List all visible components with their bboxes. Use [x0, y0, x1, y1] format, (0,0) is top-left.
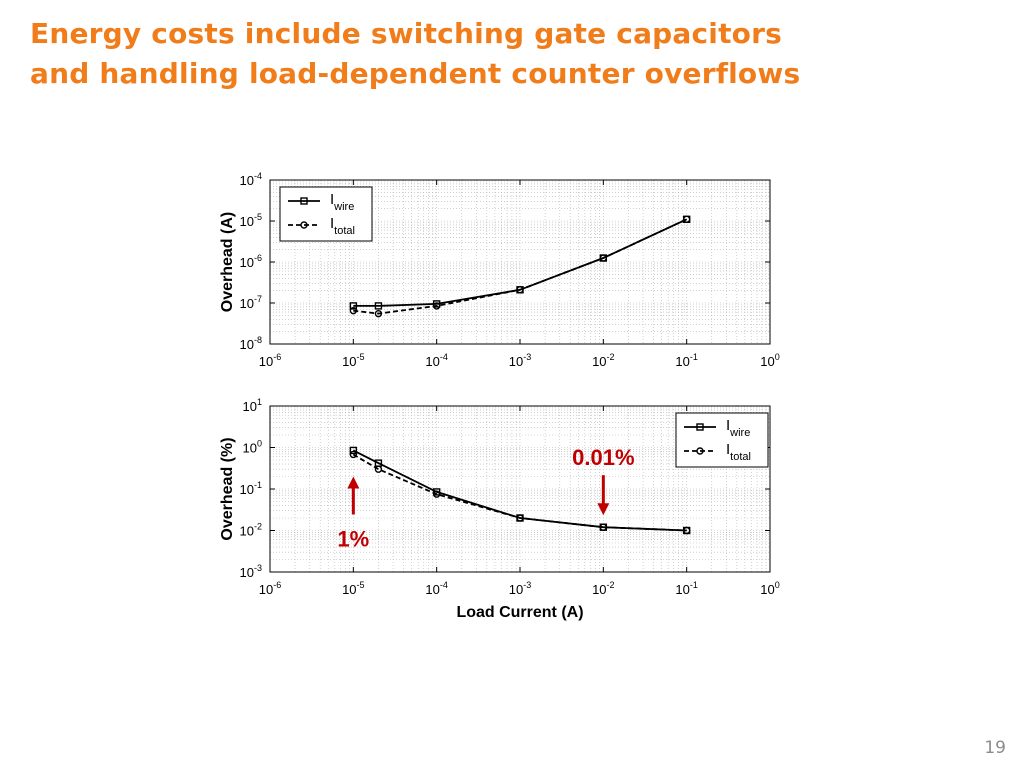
svg-text:10-2: 10-2 [592, 580, 614, 597]
chart-1-point-wire-1 [374, 302, 383, 310]
chart-1-point-total-0 [349, 306, 358, 315]
chart-2-annotation-0: 1% [337, 476, 369, 551]
svg-text:10-1: 10-1 [240, 480, 262, 497]
svg-text:100: 100 [760, 352, 779, 369]
chart-1-point-total-3 [516, 286, 524, 294]
slide-title-line-1: Energy costs include switching gate capa… [30, 17, 782, 50]
chart-2-legend-entry-total: Itotal [726, 441, 751, 463]
chart-2-point-total-2 [432, 490, 441, 498]
chart-2-annotation-label-1: 0.01% [572, 445, 634, 470]
svg-text:10-5: 10-5 [342, 352, 364, 369]
chart-2-point-total-0 [349, 450, 358, 459]
chart-2-line-total [352, 453, 687, 532]
chart-1-point-total-5 [682, 215, 691, 224]
chart-2-y-axis-label: Overhead (%) [219, 437, 236, 540]
chart-2-y-tick-0: 10-3 [240, 563, 262, 580]
chart-1-series-total [349, 215, 691, 318]
chart-2-legend-marker-total [696, 447, 704, 455]
svg-text:10-1: 10-1 [675, 580, 697, 597]
chart-2-legend-marker-wire [696, 423, 704, 431]
chart-2-x-tick-0: 10-6 [259, 580, 281, 597]
chart-1-legend-marker-total [300, 221, 308, 229]
chart-1-y-axis-label: Overhead (A) [219, 212, 236, 312]
svg-text:10-3: 10-3 [240, 563, 262, 580]
chart-1-y-tick-2: 10-6 [240, 253, 262, 270]
chart-1-legend-marker-wire [300, 197, 308, 205]
chart-1-x-tick-5: 10-1 [675, 352, 697, 369]
chart-1-line-total [353, 218, 688, 315]
chart-2-point-total-3 [516, 514, 524, 522]
page-number: 19 [984, 738, 1006, 758]
chart-1-point-total-2 [432, 302, 441, 310]
chart-2-x-tick-6: 100 [760, 580, 779, 597]
chart-2-series-total [349, 450, 691, 535]
slide-title-line-2: and handling load-dependent counter over… [30, 57, 801, 90]
chart-1-x-tick-1: 10-5 [342, 352, 364, 369]
svg-text:10-4: 10-4 [425, 352, 447, 369]
chart-2-x-tick-1: 10-5 [342, 580, 364, 597]
svg-text:10-2: 10-2 [240, 522, 262, 539]
svg-text:10-6: 10-6 [259, 580, 281, 597]
chart-1-x-tick-4: 10-2 [592, 352, 614, 369]
slide-title: Energy costs include switching gate capa… [30, 14, 800, 94]
chart-2-point-total-5 [682, 526, 691, 535]
chart-2-y-tick-1: 10-2 [240, 522, 262, 539]
chart-1-x-tick-3: 10-3 [509, 352, 531, 369]
svg-text:10-2: 10-2 [592, 352, 614, 369]
svg-text:10-3: 10-3 [509, 352, 531, 369]
chart-1-legend-entry-wire: Iwire [330, 191, 354, 213]
chart-2-annotation-1: 0.01% [572, 445, 635, 516]
svg-text:100: 100 [760, 580, 779, 597]
svg-text:10-1: 10-1 [675, 352, 697, 369]
chart-1-point-total-4 [599, 254, 608, 262]
chart-1-y-tick-3: 10-5 [240, 212, 262, 229]
chart-2-point-total-4 [599, 523, 608, 531]
down-arrow-icon [597, 503, 610, 516]
svg-text:10-4: 10-4 [240, 171, 262, 188]
chart-2-annotation-label-0: 1% [337, 526, 369, 551]
chart-2-x-tick-5: 10-1 [675, 580, 697, 597]
svg-text:10-5: 10-5 [342, 580, 364, 597]
chart-1-x-tick-6: 100 [760, 352, 779, 369]
up-arrow-icon [347, 476, 360, 489]
chart-2-y-tick-4: 101 [243, 397, 262, 414]
chart-2-point-total-1 [374, 465, 383, 473]
chart-1: 10-6 10-5 10-4 10-3 10-2 10-1 100 10-8 10-7 10-6 1… [219, 171, 780, 369]
chart-2-x-tick-2: 10-4 [425, 580, 447, 597]
svg-text:10-6: 10-6 [240, 253, 262, 270]
svg-text:10-7: 10-7 [240, 294, 262, 311]
chart-1-x-tick-0: 10-6 [259, 352, 281, 369]
chart-1-point-total-1 [374, 309, 383, 318]
chart-2-x-tick-3: 10-3 [509, 580, 531, 597]
chart-1-y-tick-1: 10-7 [240, 294, 262, 311]
chart-2: 10-6 10-5 10-4 10-3 10-2 10-1 100 10-3 10-2 10-1 1… [219, 397, 780, 621]
chart-2-y-tick-3: 100 [243, 439, 262, 456]
chart-1-y-tick-4: 10-4 [240, 171, 262, 188]
chart-2-x-tick-4: 10-2 [592, 580, 614, 597]
svg-text:10-4: 10-4 [425, 580, 447, 597]
chart-1-point-wire-0 [349, 302, 358, 310]
chart-2-x-axis-label: Load Current (A) [456, 604, 583, 621]
svg-text:10-8: 10-8 [240, 335, 262, 352]
chart-1-y-tick-0: 10-8 [240, 335, 262, 352]
svg-text:101: 101 [243, 397, 262, 414]
chart-1-legend-entry-total: Itotal [330, 215, 355, 237]
svg-text:10-3: 10-3 [509, 580, 531, 597]
chart-1-x-tick-2: 10-4 [425, 352, 447, 369]
chart-2-y-tick-2: 10-1 [240, 480, 262, 497]
chart-2-legend-entry-wire: Iwire [726, 417, 750, 439]
svg-text:10-6: 10-6 [259, 352, 281, 369]
svg-text:10-5: 10-5 [240, 212, 262, 229]
svg-text:100: 100 [243, 439, 262, 456]
chart-2-point-wire-0 [349, 446, 358, 455]
